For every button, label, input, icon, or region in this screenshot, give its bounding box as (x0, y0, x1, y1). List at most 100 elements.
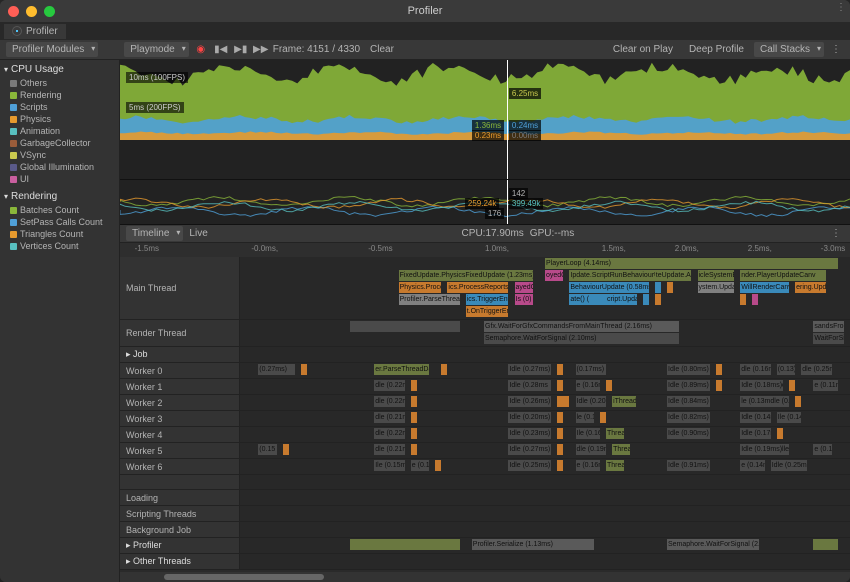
track-content[interactable] (240, 522, 850, 537)
time-ruler[interactable]: -1.5ms-0.0ms,-0.5ms1.0ms,1.5ms,2.0ms,2.5… (120, 243, 850, 257)
legend-item[interactable]: Vertices Count (0, 240, 119, 252)
track-label[interactable]: Worker 3 (120, 411, 240, 426)
timeline-segment[interactable]: sandsFromM (813, 321, 844, 332)
track-label[interactable]: Worker 5 (120, 443, 240, 458)
timeline-segment[interactable]: iThreadU (612, 396, 636, 407)
track-content[interactable]: (0.27ms) er.ParseThreadData (0.36 Idle (0.… (240, 363, 850, 378)
titlebar[interactable]: Profiler ⋮ (0, 0, 850, 22)
timeline-segment[interactable] (435, 460, 441, 471)
timeline-segment[interactable]: Gfx.WaitForGfxCommandsFromMainThread (2.… (484, 321, 679, 332)
timeline-segment[interactable]: (0.15 (258, 444, 276, 455)
timeline-segment[interactable]: ering.UpdateBatche (795, 282, 826, 293)
timeline-segment[interactable]: dle (0.22ms) (374, 428, 405, 439)
track-label[interactable]: ▸ Other Threads (120, 554, 240, 569)
timeline-segment[interactable]: le (0.13m (576, 412, 594, 423)
timeline-segment[interactable]: Idle (0.28ms (508, 380, 551, 391)
timeline-segment[interactable]: FixedUpdate.PhysicsFixedUpdate (1.23ms) (399, 270, 533, 281)
legend-item[interactable]: GarbageCollector (0, 137, 119, 149)
timeline-segment[interactable] (350, 321, 460, 332)
track-content[interactable] (240, 506, 850, 521)
timeline-segment[interactable] (716, 364, 722, 375)
cpu-chart[interactable]: 10ms (100FPS) 5ms (200FPS) 6.25ms1.36ms0… (120, 60, 850, 180)
timeline-segment[interactable] (283, 444, 289, 455)
timeline-segment[interactable] (411, 428, 417, 439)
track-content[interactable]: dle (0.22ms)Idle (0.26ms)Idle (0.20msiTh… (240, 395, 850, 410)
timeline-segment[interactable]: er.ParseThreadData (0.36 (374, 364, 429, 375)
timeline-segment[interactable]: Idle (0.91ms) (667, 460, 710, 471)
sidebar[interactable]: ▾ CPU Usage OthersRenderingScriptsPhysic… (0, 60, 120, 582)
timeline-segment[interactable] (557, 412, 563, 423)
record-icon[interactable]: ◉ (193, 42, 209, 58)
timeline-segment[interactable]: e (0.16ms (576, 460, 600, 471)
timeline-segment[interactable]: ayedC (515, 282, 533, 293)
prev-frame-icon[interactable]: ▮◀ (213, 42, 229, 58)
playmode-dropdown[interactable]: Playmode (124, 42, 188, 57)
timeline-segment[interactable]: le (0.13mdle (0.15mle (0.11m (740, 396, 789, 407)
timeline-segment[interactable] (643, 294, 649, 305)
tracks-area[interactable]: Main ThreadPlayerLoop (4.14ms)FixedUpdat… (120, 257, 850, 572)
track-label[interactable]: ▸ Job (120, 347, 240, 362)
timeline-segment[interactable]: dle (0.19ms) (576, 444, 607, 455)
timeline-segment[interactable] (655, 282, 661, 293)
timeline-segment[interactable]: Idle (0.19ms)lle (0.17m (740, 444, 789, 455)
track-content[interactable] (240, 490, 850, 505)
timeline-segment[interactable] (716, 380, 722, 391)
timeline-segment[interactable]: teUpdate.An (655, 270, 692, 281)
minimize-icon[interactable] (26, 6, 37, 17)
rendering-chart[interactable]: 142259.24k399.49k176 (120, 180, 850, 225)
timeline-segment[interactable]: (0.27ms) (258, 364, 295, 375)
timeline-segment[interactable]: Idle (0.27ms) (508, 444, 551, 455)
timeline-segment[interactable]: Idle (0.90ms) (667, 428, 710, 439)
legend-item[interactable]: Global Illumination (0, 161, 119, 173)
track-label[interactable]: Scripting Threads (120, 506, 240, 521)
track-content[interactable] (240, 347, 850, 362)
timeline-segment[interactable]: oyedO (545, 270, 563, 281)
timeline-view-dropdown[interactable]: Timeline (126, 226, 183, 241)
timeline-segment[interactable]: Semaphore.WaitForSignal (2.6ms) (667, 539, 759, 550)
timeline-segment[interactable]: ics.ProcessReports (0.49 (447, 282, 508, 293)
timeline-segment[interactable]: Idle (0.80ms) (667, 364, 710, 375)
legend-item[interactable]: Scripts (0, 101, 119, 113)
legend-item[interactable]: VSync (0, 149, 119, 161)
timeline-segment[interactable] (655, 294, 661, 305)
tab-profiler[interactable]: Profiler (4, 24, 66, 39)
timeline-segment[interactable] (777, 428, 783, 439)
timeline-segment[interactable] (301, 364, 307, 375)
timeline-segment[interactable]: Thread (612, 444, 630, 455)
timeline-segment[interactable]: Idle (0.20ms (576, 396, 607, 407)
timeline-segment[interactable]: Ile (0.14m (777, 412, 801, 423)
timeline-segment[interactable]: Idle (0.26ms) (508, 396, 551, 407)
timeline-segment[interactable]: Idle (0.23ms) (508, 428, 551, 439)
track-content[interactable] (240, 554, 850, 569)
track-content[interactable]: Profiler.Serialize (1.13ms)Semaphore.Wai… (240, 538, 850, 553)
timeline-segment[interactable]: Idle (0.84ms) (667, 396, 710, 407)
rendering-module-header[interactable]: ▾ Rendering (0, 189, 119, 204)
timeline-segment[interactable] (813, 539, 837, 550)
legend-item[interactable]: Physics (0, 113, 119, 125)
timeline-segment[interactable]: e (0.11 (813, 444, 831, 455)
timeline-segment[interactable]: dle (0.21ms) (374, 444, 405, 455)
track-content[interactable]: dle (0.22ms)Idle (0.28mse (0.16mIdle (0.… (240, 379, 850, 394)
track-label[interactable]: Worker 4 (120, 427, 240, 442)
timeline-segment[interactable]: dle (0.16ms (740, 364, 771, 375)
track-content[interactable]: (0.15 dle (0.21ms) Idle (0.27ms) dle (0.19m… (240, 443, 850, 458)
timeline-segment[interactable]: ics.TriggerEnterExits (0.3) (466, 294, 509, 305)
timeline-segment[interactable] (557, 428, 563, 439)
timeline-segment[interactable]: dle (0.25ms) (0 (801, 364, 832, 375)
deep-profile-button[interactable]: Deep Profile (683, 42, 750, 57)
legend-item[interactable]: Batches Count (0, 204, 119, 216)
timeline-segment[interactable] (557, 396, 569, 407)
track-content[interactable]: Ile (0.15mse (0.11mIdle (0.25ms)e (0.16m… (240, 459, 850, 474)
timeline-segment[interactable]: (0.17ms) (576, 364, 607, 375)
timeline-segment[interactable]: Semaphore.WaitForSignal (2.10ms) (484, 333, 679, 344)
timeline-segment[interactable]: e (0.14m (740, 460, 764, 471)
timeline-segment[interactable]: Physics.Processing (0.70ms) (399, 282, 442, 293)
timeline-segment[interactable]: WaitForSig (813, 333, 844, 344)
timeline-segment[interactable]: Idle (0.89ms) (667, 380, 710, 391)
timeline-segment[interactable]: Ile (0.15ms (374, 460, 405, 471)
timeline-segment[interactable]: nder.PlayerUpdateCanv (740, 270, 825, 281)
timeline-segment[interactable]: Thread (606, 460, 624, 471)
timeline-segment[interactable] (752, 294, 758, 305)
timeline-segment[interactable] (557, 460, 563, 471)
timeline-segment[interactable]: Idle (0.25ms) (771, 460, 808, 471)
